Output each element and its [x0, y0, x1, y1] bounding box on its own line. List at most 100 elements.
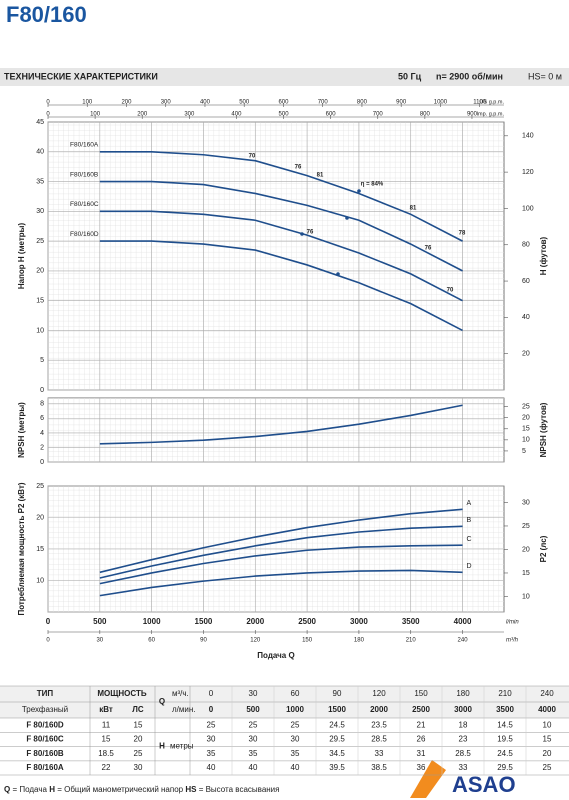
top-tick-label: 200 [121, 100, 132, 106]
x2-tick-label: 60 [148, 638, 155, 644]
efficiency-label: 81 [317, 173, 324, 179]
table-cell: 15 [134, 720, 143, 729]
table-cell: 40 [249, 763, 258, 772]
table-cell: 20 [543, 749, 552, 758]
table-cell: F 80/160D [26, 720, 64, 729]
top-tick-label: 100 [82, 100, 93, 106]
x-tick-label: 500 [93, 617, 107, 626]
x-tick-label: 2000 [246, 617, 264, 626]
table-cell: 33 [459, 763, 468, 772]
top-tick-label: 1000 [434, 100, 448, 106]
top-axis-unit: Imp. g.p.m. [476, 111, 504, 117]
y-tick-label: 10 [36, 327, 44, 334]
y2-tick-label: 15 [522, 426, 530, 433]
table-cell: 10 [543, 720, 552, 729]
top-tick-label: 1100 [473, 100, 487, 106]
efficiency-label: 70 [249, 154, 256, 160]
footer-legend: Q = Подача H = Общий манометрический нап… [4, 785, 279, 794]
y-tick-label: 20 [36, 514, 44, 521]
table-cell: 15 [102, 735, 111, 744]
y-tick-label: 2 [40, 444, 44, 451]
y-tick-label: 25 [36, 238, 44, 245]
table-cell: 21 [417, 720, 426, 729]
y2-axis-label: H (футов) [539, 236, 548, 275]
logo: ASAO [452, 772, 516, 797]
curve [99, 240, 463, 332]
table-cell: ТИП [37, 689, 54, 698]
x-tick-label: 1000 [143, 617, 161, 626]
y2-tick-label: 25 [522, 403, 530, 410]
curve [99, 404, 463, 445]
x2-axis-unit: m³/h [506, 638, 519, 644]
table-cell: 500 [246, 705, 260, 714]
y-tick-label: 15 [36, 546, 44, 553]
table-cell: 25 [207, 720, 216, 729]
table-cell: 39.5 [329, 763, 345, 772]
y-tick-label: 0 [40, 387, 44, 394]
y-tick-label: 15 [36, 298, 44, 305]
table-cell: 210 [498, 689, 512, 698]
top-tick-label: 600 [326, 112, 337, 118]
y-axis-label: Напор H (метры) [17, 223, 26, 290]
y-tick-label: 0 [40, 459, 44, 466]
title: F80/160 [6, 2, 87, 27]
efficiency-point [336, 272, 340, 276]
table-cell: 1500 [328, 705, 346, 714]
top-tick-label: 400 [200, 100, 211, 106]
series-label: D [467, 563, 472, 570]
y-tick-label: 35 [36, 178, 44, 185]
top-tick-label: 500 [239, 100, 250, 106]
table-cell: 120 [372, 689, 386, 698]
x-tick-label: 4000 [454, 617, 472, 626]
x-tick-label: 3500 [402, 617, 420, 626]
section-title: ТЕХНИЧЕСКИЕ ХАРАКТЕРИСТИКИ [4, 71, 158, 81]
speed: n= 2900 об/мин [436, 71, 503, 81]
frequency: 50 Гц [398, 71, 422, 81]
table-cell: 18 [459, 720, 468, 729]
y2-tick-label: 140 [522, 133, 534, 140]
table-cell: метры [170, 742, 194, 751]
table-cell: 29.5 [497, 763, 513, 772]
x-axis-unit: l/min [506, 620, 519, 626]
y-axis-label: NPSH (метры) [17, 402, 26, 458]
x-tick-label: 1500 [195, 617, 213, 626]
top-tick-label: 400 [231, 112, 242, 118]
table-cell: 30 [291, 735, 300, 744]
table-cell: 28.5 [455, 749, 471, 758]
table-cell: 18.5 [98, 749, 114, 758]
table-cell: 24.5 [329, 720, 345, 729]
efficiency-label: 76 [307, 230, 314, 236]
top-tick-label: 200 [137, 112, 148, 118]
header-bar [0, 68, 569, 86]
series-label: F80/160D [70, 231, 99, 238]
y-tick-label: 8 [40, 401, 44, 408]
y2-tick-label: 60 [522, 278, 530, 285]
table-cell: 2500 [412, 705, 430, 714]
top-tick-label: 900 [396, 100, 407, 106]
table-cell: 0 [209, 705, 214, 714]
series-label: F80/160B [70, 171, 98, 178]
efficiency-label: 76 [425, 246, 432, 252]
top-tick-label: 900 [467, 112, 478, 118]
table-cell: 31 [417, 749, 426, 758]
y2-tick-label: 10 [522, 593, 530, 600]
table-cell: 25 [134, 749, 143, 758]
y-tick-label: 30 [36, 208, 44, 215]
x2-tick-label: 210 [406, 638, 417, 644]
table-cell: 23 [459, 735, 468, 744]
top-tick-label: 700 [373, 112, 384, 118]
table-cell: л/мин. [172, 705, 196, 714]
top-tick-label: 300 [184, 112, 195, 118]
y2-tick-label: 15 [522, 570, 530, 577]
table-cell: 40 [207, 763, 216, 772]
table-cell: 150 [414, 689, 428, 698]
y-tick-label: 25 [36, 483, 44, 490]
table-cell: 90 [333, 689, 342, 698]
y-tick-label: 10 [36, 577, 44, 584]
table-cell: 25 [543, 763, 552, 772]
table-cell: ЛС [132, 705, 144, 714]
x-tick-label: 2500 [298, 617, 316, 626]
x-tick-label: 3000 [350, 617, 368, 626]
efficiency-label: 81 [410, 206, 417, 212]
